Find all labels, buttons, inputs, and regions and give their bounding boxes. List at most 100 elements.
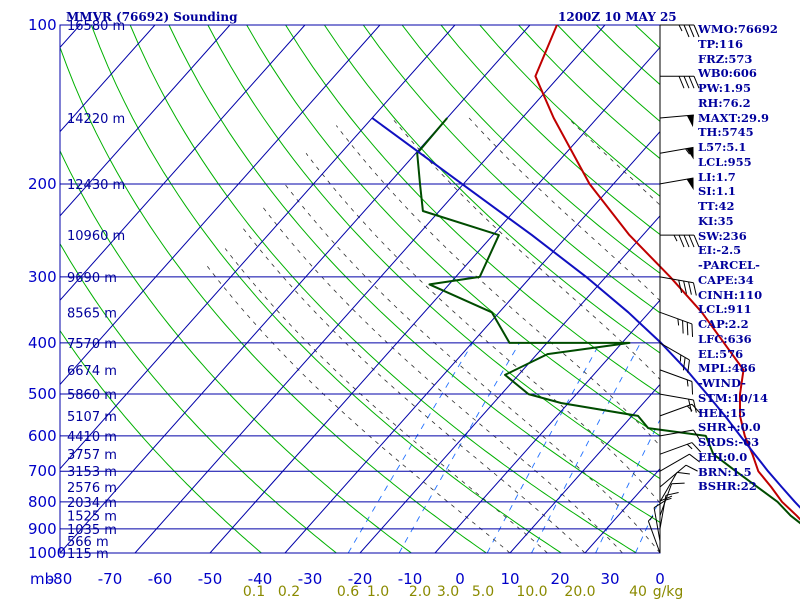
barb-half [686, 379, 689, 387]
moist-adiabat [224, 248, 548, 553]
temperature-tick-label: 10 [500, 570, 519, 588]
temperature-profile [534, 24, 800, 521]
dry-adiabat [246, 25, 660, 437]
isotherm [60, 25, 231, 217]
index-item: BRN:1.5 [698, 464, 752, 479]
barb-staff [659, 114, 694, 119]
height-label: 4410 m [67, 430, 117, 445]
barb-pennant [686, 177, 694, 191]
isotherm [60, 25, 381, 386]
index-item: SI:1.1 [698, 184, 736, 199]
barb-half [678, 24, 683, 32]
barb-full [683, 24, 690, 38]
moist-adiabat [305, 153, 660, 504]
temperature-tick-label: -70 [98, 570, 123, 588]
barb-full [678, 280, 683, 293]
index-item: MPL:486 [698, 361, 756, 376]
height-label: 5107 m [67, 410, 117, 425]
grid [59, 24, 661, 554]
height-label: 3757 m [67, 448, 117, 463]
wind-barb [659, 442, 702, 455]
dry-adiabat [60, 149, 413, 553]
pressure-tick-label: 700 [28, 462, 57, 480]
temperature-tick-label: -30 [298, 570, 323, 588]
isotherm [134, 25, 606, 553]
pressure-tick-label: 300 [28, 268, 57, 286]
index-item: TP:116 [698, 36, 744, 51]
index-item: EL:576 [698, 346, 744, 361]
temperature-tick-label: -80 [48, 570, 73, 588]
dry-adiabat [362, 25, 660, 314]
barb-staff [659, 342, 690, 361]
index-item: SW:236 [698, 228, 747, 243]
barb-full [693, 429, 701, 442]
barb-staff [659, 369, 693, 382]
dry-adiabat [90, 25, 563, 553]
index-item: -WIND- [698, 376, 746, 390]
wind-barb [659, 177, 694, 191]
height-label: 14220 m [67, 112, 125, 127]
mixing-ratio-label: 2.0 [409, 584, 431, 600]
dry-adiabat [285, 25, 660, 395]
isotherm [60, 25, 531, 553]
stability-indices: WMO:76692 TP:116 FRZ:573 WB0:606 PW:1.95 RH:7… [698, 22, 798, 494]
wind-barb [660, 75, 700, 89]
height-label: 115 m [67, 547, 109, 562]
isotherm [509, 383, 660, 553]
height-label: 7570 m [67, 337, 117, 352]
temperature-tick-label: -50 [198, 570, 223, 588]
barb-full [692, 282, 697, 296]
index-item: EHI:0.0 [698, 449, 748, 464]
barb-full [671, 482, 685, 485]
height-label: 566 m [67, 535, 109, 550]
index-item: LCL:911 [698, 302, 752, 317]
wind-barb [659, 369, 694, 395]
height-label: 1525 m [67, 510, 117, 525]
pressure-unit-label: mb [30, 570, 54, 588]
index-item: SRDS:-63 [698, 435, 760, 449]
isotherm [60, 25, 156, 133]
wind-barb [647, 515, 661, 554]
height-label: 5860 m [67, 388, 117, 403]
wind-barb [659, 393, 697, 413]
barb-staff [659, 464, 687, 488]
wind-barb [659, 114, 694, 128]
barb-full [687, 359, 690, 373]
wind-barb [660, 24, 700, 38]
chart-time: 1200Z 10 MAY 25 [558, 10, 677, 24]
index-item: STM:10/14 [698, 390, 769, 405]
index-item: TH:5745 [698, 125, 754, 140]
chart-title: MMVR (76692) Sounding [66, 10, 238, 24]
barb-half [679, 354, 682, 362]
mixing-ratio-label: 0.6 [337, 584, 359, 600]
barb-staff [659, 311, 693, 325]
mixing-ratio-label: 0.2 [278, 584, 300, 600]
moist-adiabat [335, 125, 660, 447]
temperature-tick-label: 20 [550, 570, 569, 588]
isotherm [434, 299, 660, 553]
wind-barb [659, 453, 701, 472]
index-item: CAP:2.2 [698, 317, 749, 331]
barb-full [688, 24, 695, 38]
pressure-tick-label: 800 [28, 493, 57, 511]
barb-full [688, 76, 695, 89]
temperature-tick-label: -20 [348, 570, 373, 588]
index-item: TT:42 [698, 199, 735, 213]
mixing-ratio-label: 3.0 [437, 584, 459, 600]
wind-barb [659, 464, 698, 488]
barb-staff [659, 276, 694, 284]
barb-full [676, 471, 690, 475]
moist-adiabat [206, 264, 511, 553]
pressure-tick-label: 500 [28, 385, 57, 403]
index-item: WB0:606 [698, 66, 757, 81]
isotherm [60, 25, 456, 470]
index-item: LFC:636 [698, 331, 752, 346]
pressure-tick-label: 1000 [28, 544, 66, 562]
barb-staff [647, 520, 661, 554]
barb-full [693, 24, 700, 38]
mixing-ratio-label: 0.1 [243, 584, 265, 600]
index-item: L57:5.1 [698, 140, 747, 154]
pressure-tick-label: 100 [28, 16, 57, 34]
